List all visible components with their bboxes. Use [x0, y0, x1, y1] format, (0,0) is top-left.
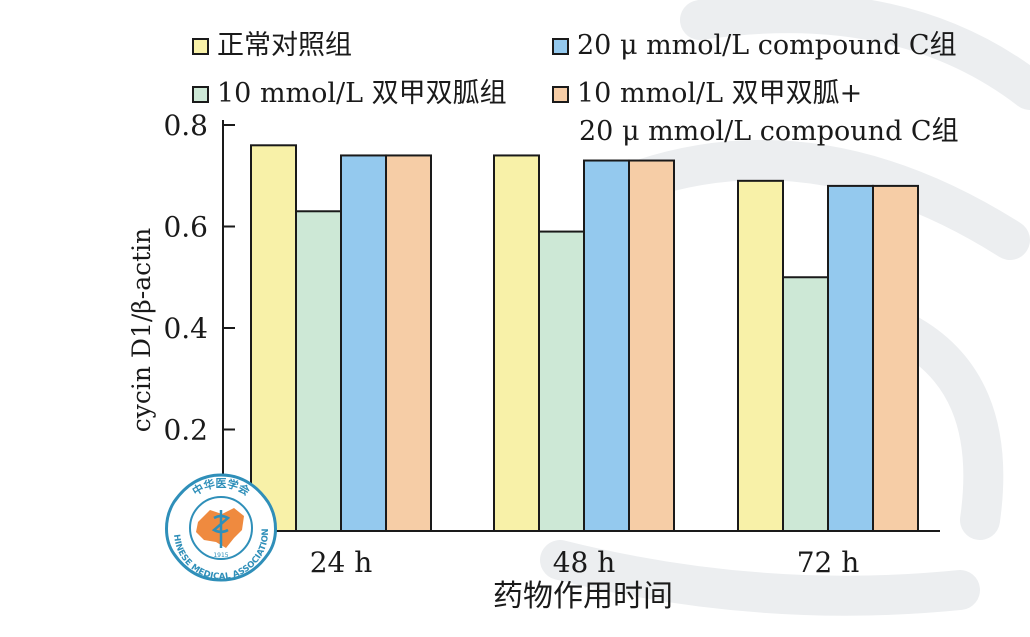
legend-item-metformin: 10 mmol/L 双甲双胍组: [192, 79, 507, 109]
legend-swatch-control: [192, 37, 209, 55]
legend-item-control: 正常对照组: [192, 31, 352, 61]
legend-swatch-combined: [552, 85, 569, 103]
legend-label-compound-c: 20 μ mmol/L compound C组: [577, 30, 957, 61]
bar-s0-24h: [250, 144, 297, 533]
bar-s1-24h: [295, 210, 342, 532]
y-tick-label: 0.4: [163, 312, 208, 345]
x-axis-label: 药物作用时间: [493, 579, 673, 614]
bar-s2-72h: [827, 184, 874, 532]
legend-swatch-metformin: [192, 85, 209, 103]
chinese-medical-association-logo-icon: 中华医学会 CHINESE MEDICAL ASSOCIATION 1915: [162, 472, 277, 582]
x-tick-label: 48 h: [553, 546, 616, 579]
x-tick-label: 72 h: [797, 546, 860, 579]
bar-s3-48h: [628, 159, 675, 532]
svg-text:1915: 1915: [213, 552, 228, 559]
x-tick-label: 24 h: [310, 546, 373, 579]
bars-layer: [250, 144, 919, 533]
y-axis-label: cycin D1/β-actin: [127, 228, 156, 433]
y-tick-label: 0.8: [163, 109, 208, 142]
legend-label-metformin: 10 mmol/L 双甲双胍组: [217, 78, 507, 109]
legend-label-combined-line2: 20 μ mmol/L compound C组: [579, 116, 959, 147]
bar-s1-72h: [782, 276, 829, 532]
bar-s3-72h: [872, 184, 919, 532]
bar-s2-24h: [340, 154, 387, 532]
y-tick-label: 0.6: [163, 211, 208, 244]
bar-s1-48h: [538, 230, 585, 532]
legend-item-compound-c: 20 μ mmol/L compound C组: [552, 31, 957, 61]
legend-label-combined: 10 mmol/L 双甲双胍+: [577, 78, 863, 109]
legend-label-control: 正常对照组: [217, 30, 352, 61]
y-tick-label: 0.2: [163, 414, 208, 447]
bar-s0-48h: [493, 154, 540, 532]
bar-s3-24h: [385, 154, 432, 532]
legend-item-combined: 10 mmol/L 双甲双胍+: [552, 79, 862, 109]
legend-swatch-compound-c: [552, 37, 569, 55]
axes-layer: [222, 120, 940, 532]
x-ticks-layer: 24 h 48 h 72 h: [310, 546, 860, 579]
bar-s0-72h: [737, 179, 784, 532]
bar-s2-48h: [583, 159, 630, 532]
